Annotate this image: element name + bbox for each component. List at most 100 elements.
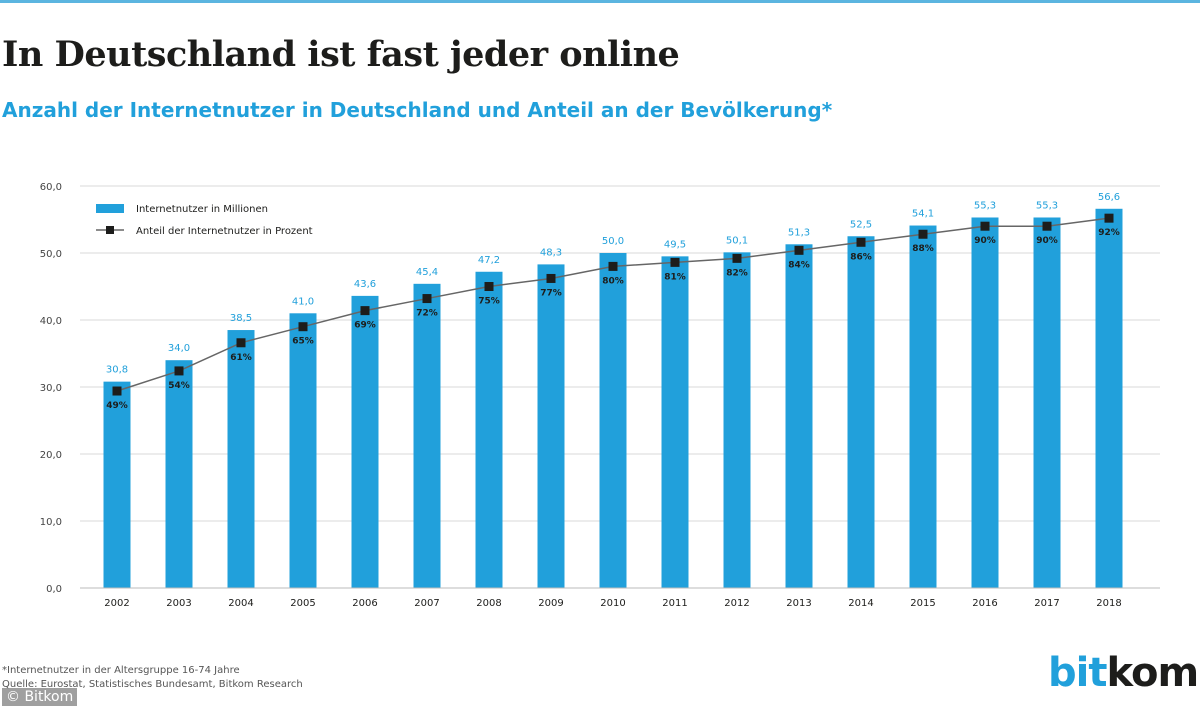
x-tick-label: 2007 — [414, 598, 439, 609]
bar-value-label: 56,6 — [1098, 192, 1120, 203]
bar-value-label: 43,6 — [354, 279, 376, 290]
x-tick-label: 2014 — [848, 598, 873, 609]
x-tick-label: 2011 — [662, 598, 687, 609]
bar-value-label: 47,2 — [478, 255, 500, 266]
bar-value-label: 55,3 — [974, 200, 996, 211]
percent-marker — [174, 366, 184, 376]
chart-title: In Deutschland ist fast jeder online — [2, 34, 680, 75]
bar-value-label: 52,5 — [850, 219, 872, 230]
percent-label: 65% — [292, 337, 314, 347]
bar — [289, 313, 317, 588]
percent-marker — [236, 338, 246, 348]
source-note: Quelle: Eurostat, Statistisches Bundesam… — [2, 679, 303, 690]
bar-value-label: 41,0 — [292, 296, 314, 307]
percent-marker — [1104, 213, 1114, 223]
bar-value-label: 55,3 — [1036, 200, 1058, 211]
bar — [1095, 208, 1123, 588]
percent-labels: 49% 54% 61% 65% 69% 72% 75% 77% 80% 81% 82% 84% 86% 8… — [106, 228, 1120, 411]
bar — [227, 330, 255, 588]
top-rule — [0, 0, 1200, 3]
percent-label: 81% — [664, 272, 686, 282]
x-tick-label: 2009 — [538, 598, 563, 609]
percent-label: 84% — [788, 260, 810, 270]
bar-value-label: 54,1 — [912, 209, 934, 220]
x-tick-label: 2013 — [786, 598, 811, 609]
percent-marker — [794, 245, 804, 255]
percent-marker — [670, 257, 680, 267]
bar-value-label: 38,5 — [230, 313, 252, 324]
y-tick-label: 20,0 — [40, 450, 62, 461]
percent-marker — [484, 282, 494, 291]
percent-marker — [360, 306, 370, 316]
percent-marker — [918, 229, 928, 239]
chart: 0,0 10,0 20,0 30,0 40,0 50,0 60,0 30,8 34,0 38,5… — [40, 182, 1160, 609]
y-tick-label: 10,0 — [40, 517, 62, 528]
percent-label: 86% — [850, 252, 872, 262]
bar-value-label: 45,4 — [416, 267, 438, 278]
bar — [1033, 217, 1061, 589]
percent-label: 54% — [168, 381, 190, 391]
x-tick-label: 2002 — [104, 598, 129, 609]
logo-part-kom: kom — [1106, 650, 1199, 696]
x-tick-label: 2015 — [910, 598, 935, 609]
x-tick-label: 2010 — [600, 598, 625, 609]
bar — [661, 256, 689, 588]
copyright-credit: © Bitkom — [2, 688, 78, 706]
percent-label: 80% — [602, 276, 624, 286]
bar — [971, 217, 999, 589]
percent-marker — [422, 294, 432, 304]
percent-marker — [112, 386, 122, 396]
footnote: *Internetnutzer in der Altersgruppe 16-7… — [2, 665, 240, 676]
x-tick-label: 2012 — [724, 598, 749, 609]
x-tick-label: 2017 — [1034, 598, 1059, 609]
bar — [909, 225, 937, 588]
y-tick-label: 40,0 — [40, 316, 62, 327]
percent-marker — [732, 253, 742, 263]
bar-value-label: 50,1 — [726, 235, 748, 246]
percent-label: 77% — [540, 288, 562, 298]
bar — [413, 283, 441, 588]
x-tick-label: 2018 — [1096, 598, 1121, 609]
legend-label-line: Anteil der Internetnutzer in Prozent — [136, 226, 313, 237]
bar — [537, 264, 565, 588]
legend: Internetnutzer in Millionen Anteil der In… — [96, 204, 313, 237]
bar — [351, 295, 379, 588]
bar-value-label: 48,3 — [540, 247, 562, 258]
bitkom-logo: bitkom — [1048, 650, 1199, 696]
bar-value-label: 30,8 — [106, 365, 128, 376]
percent-markers — [112, 213, 1114, 396]
x-tick-label: 2008 — [476, 598, 501, 609]
y-tick-label: 50,0 — [40, 249, 62, 260]
footnote-block: *Internetnutzer in der Altersgruppe 16-7… — [2, 664, 303, 692]
percent-marker — [1042, 221, 1052, 231]
bar-value-label: 34,0 — [168, 343, 190, 354]
percent-label: 72% — [416, 309, 438, 319]
bar-value-label: 49,5 — [664, 239, 686, 250]
percent-label: 75% — [478, 297, 500, 307]
y-tick-label: 0,0 — [46, 584, 62, 595]
legend-swatch-marker — [106, 226, 114, 234]
y-axis: 0,0 10,0 20,0 30,0 40,0 50,0 60,0 — [40, 182, 62, 595]
bar-value-label: 50,0 — [602, 236, 624, 247]
chart-subtitle: Anzahl der Internetnutzer in Deutschland… — [2, 98, 833, 122]
percent-marker — [546, 273, 556, 283]
percent-marker — [856, 237, 866, 247]
x-tick-label: 2006 — [352, 598, 377, 609]
x-tick-label: 2004 — [228, 598, 253, 609]
percent-marker — [980, 221, 990, 231]
legend-swatch-bar — [96, 204, 124, 213]
bar — [599, 253, 627, 588]
x-tick-label: 2016 — [972, 598, 997, 609]
percent-label: 88% — [912, 244, 934, 254]
percent-label: 90% — [1036, 236, 1058, 246]
bar — [723, 252, 751, 588]
percent-label: 92% — [1098, 228, 1120, 238]
y-tick-label: 30,0 — [40, 383, 62, 394]
logo-part-bit: bit — [1048, 650, 1107, 696]
legend-label-bar: Internetnutzer in Millionen — [136, 204, 268, 215]
x-axis: 2002 2003 2004 2005 2006 2007 2008 2009 2010 2011… — [80, 587, 1160, 609]
percent-marker — [608, 261, 618, 271]
bar-value-label: 51,3 — [788, 227, 810, 238]
bar — [103, 381, 131, 588]
bars — [103, 208, 1123, 589]
